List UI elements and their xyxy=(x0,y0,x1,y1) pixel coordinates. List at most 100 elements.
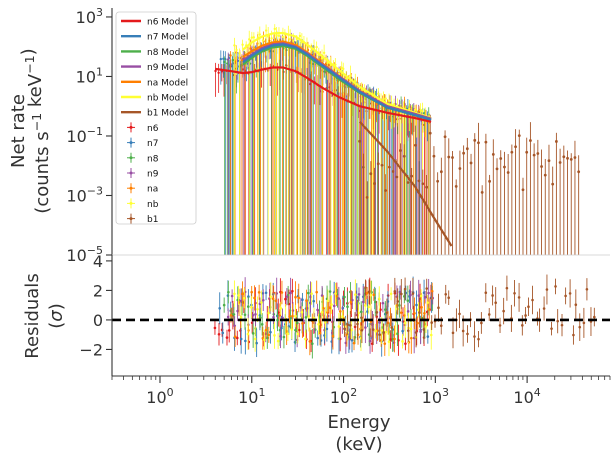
data-point xyxy=(532,153,536,157)
residual-point xyxy=(269,330,272,334)
data-point xyxy=(277,34,281,38)
residual-point xyxy=(401,329,404,333)
residual-point xyxy=(545,288,549,291)
residual-point xyxy=(366,310,369,313)
residual-point xyxy=(417,294,421,297)
data-point xyxy=(425,185,428,189)
residual-point xyxy=(304,316,308,319)
residual-point xyxy=(257,291,261,294)
residual-point xyxy=(337,325,341,328)
legend-entry: n7 Model xyxy=(147,33,188,43)
residual-point xyxy=(269,295,273,299)
data-point xyxy=(219,57,223,61)
residual-point xyxy=(399,311,403,314)
legend-data-swatch xyxy=(129,217,133,221)
residual-point xyxy=(398,304,401,307)
residual-point xyxy=(524,314,527,317)
residual-point xyxy=(377,297,381,301)
data-point xyxy=(417,179,421,183)
data-point xyxy=(454,184,458,188)
residual-point xyxy=(279,307,283,310)
residual-point xyxy=(291,314,294,318)
data-point xyxy=(270,37,273,40)
residual-point xyxy=(311,342,314,345)
residual-point xyxy=(256,307,259,311)
residual-point xyxy=(430,321,433,324)
residual-point xyxy=(267,311,270,315)
data-point xyxy=(240,59,244,62)
legend-data-swatch xyxy=(129,141,133,145)
residual-point xyxy=(585,287,589,291)
data-point xyxy=(408,107,411,111)
residual-point xyxy=(305,299,308,302)
data-point xyxy=(428,131,432,135)
data-point xyxy=(349,74,352,77)
residual-point xyxy=(284,297,287,301)
data-point xyxy=(384,109,388,112)
legend-entry: n6 Model xyxy=(147,18,188,28)
residual-point xyxy=(247,295,250,298)
data-point xyxy=(521,188,525,192)
residual-point xyxy=(281,316,284,320)
residual-point xyxy=(346,305,349,309)
residual-point xyxy=(426,335,430,338)
residual-point xyxy=(316,336,320,340)
data-point xyxy=(342,67,345,71)
data-point xyxy=(319,58,322,61)
legend-entry: n9 Model xyxy=(147,63,188,73)
data-point xyxy=(484,140,488,144)
residual-point xyxy=(403,287,407,291)
residual-point xyxy=(254,312,257,316)
residual-point xyxy=(451,331,455,335)
residual-point xyxy=(295,321,299,325)
residual-point xyxy=(246,332,250,336)
data-point xyxy=(432,154,436,158)
residual-point xyxy=(350,328,353,332)
residual-point xyxy=(328,290,332,293)
data-point xyxy=(358,139,362,143)
data-point xyxy=(406,181,410,184)
data-point xyxy=(327,63,331,67)
residual-point xyxy=(531,298,534,302)
residual-point xyxy=(253,337,257,341)
residual-point xyxy=(332,304,336,308)
data-point xyxy=(315,45,318,49)
data-point xyxy=(258,33,262,36)
residual-point xyxy=(383,342,387,345)
residual-point xyxy=(361,300,365,304)
legend-entry: n6 xyxy=(147,124,159,134)
residual-point xyxy=(425,287,429,290)
model-curve-n6-model xyxy=(215,66,432,123)
residual-point xyxy=(330,303,333,306)
data-point xyxy=(399,149,402,152)
data-point xyxy=(373,182,376,185)
residual-point xyxy=(315,290,318,294)
data-point xyxy=(250,36,254,39)
residual-point xyxy=(491,294,494,297)
residual-point xyxy=(572,333,575,337)
x-tick-label: 102 xyxy=(330,386,357,407)
residual-point xyxy=(401,340,404,343)
residual-point xyxy=(461,329,465,333)
residual-point xyxy=(484,291,488,295)
legend-data-swatch xyxy=(129,156,133,160)
data-point xyxy=(369,172,373,176)
y-tick-label: 10−5 xyxy=(66,244,103,265)
energy-x-ticks: 100 101 102 103 104 xyxy=(111,376,611,407)
legend: n6 Model n7 Model n8 Model n9 Model na Model… xyxy=(115,11,197,225)
residual-point xyxy=(404,342,407,345)
data-point xyxy=(217,71,220,74)
residual-point xyxy=(396,332,399,336)
legend-entry: b1 Model xyxy=(147,109,188,119)
data-point xyxy=(391,170,395,173)
residual-point xyxy=(286,332,290,336)
residual-point xyxy=(296,332,300,336)
residual-point xyxy=(213,326,217,330)
legend-entry: nb Model xyxy=(147,94,188,104)
residual-point xyxy=(236,309,239,313)
residual-point xyxy=(320,310,324,314)
residual-point xyxy=(393,337,396,341)
data-point xyxy=(292,39,295,43)
model-curve-nb-model xyxy=(242,31,432,120)
y-tick-label: 10−3 xyxy=(66,184,103,205)
